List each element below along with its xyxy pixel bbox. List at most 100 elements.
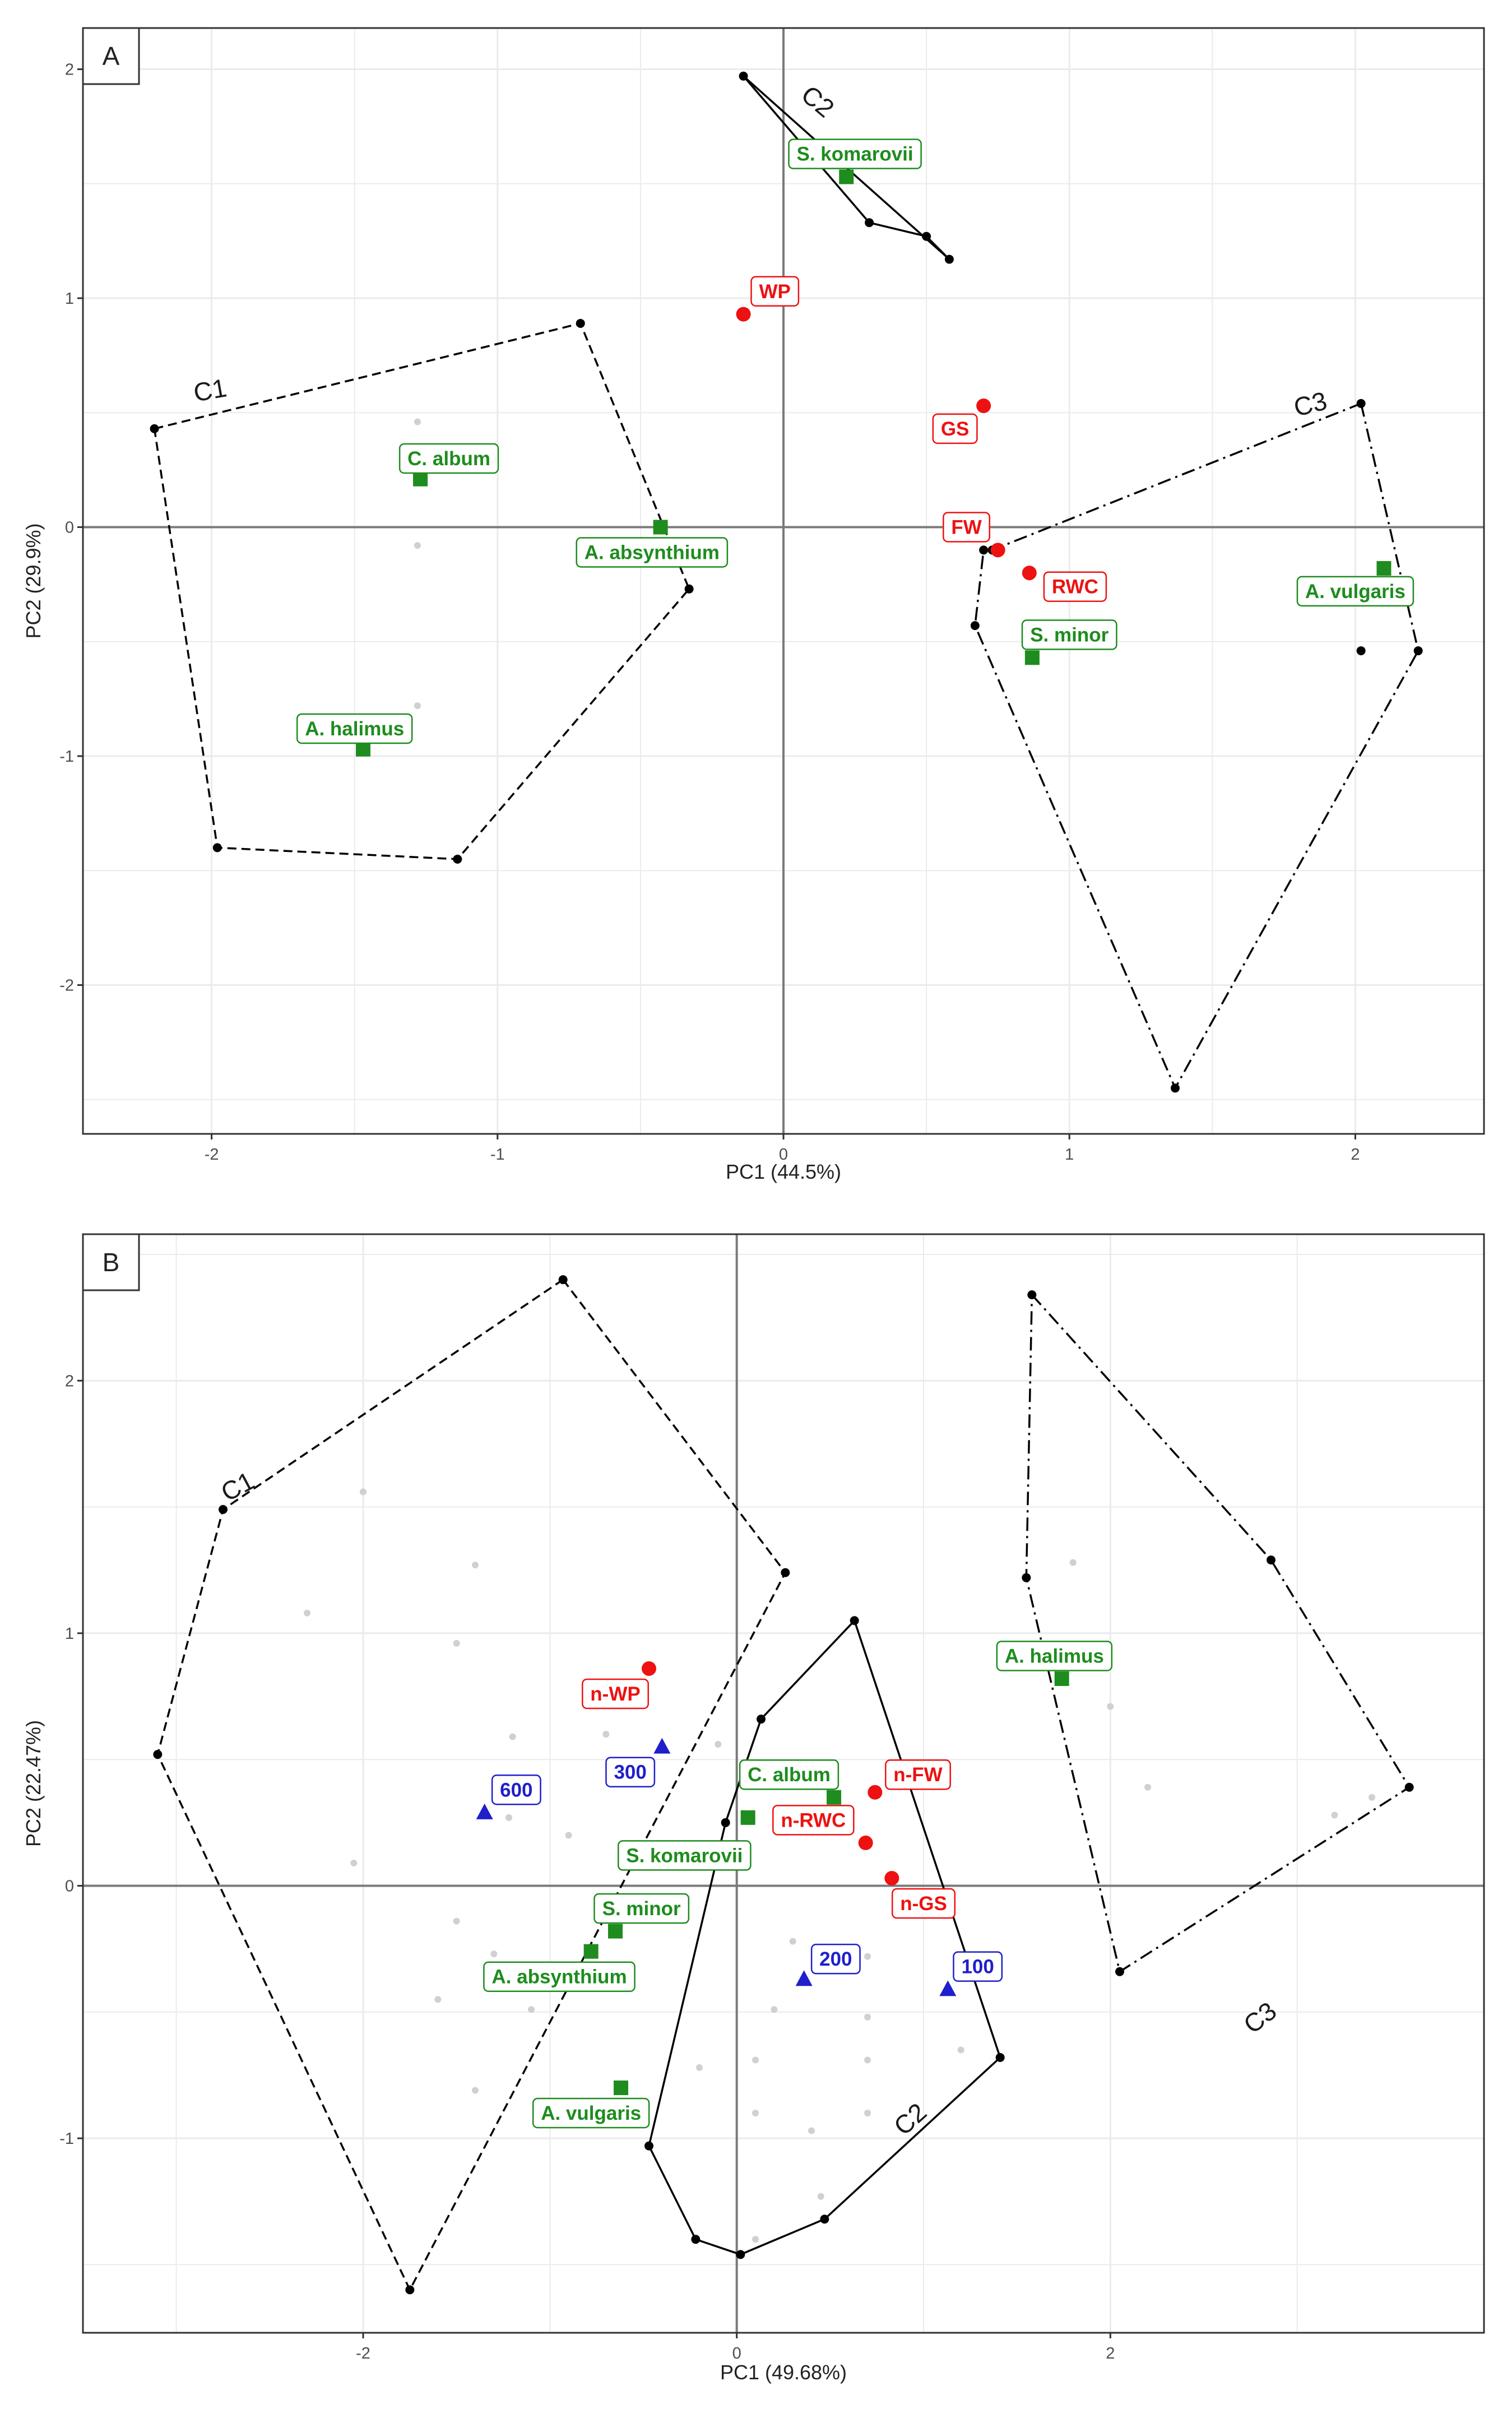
cluster-hull-c1 <box>156 1278 787 2292</box>
faint-sample-point <box>509 1733 516 1740</box>
trait-point <box>1022 566 1037 581</box>
species-point <box>583 1944 599 1959</box>
faint-sample-point <box>453 1639 460 1647</box>
trait-point <box>642 1661 656 1676</box>
trait-label-text: n-WP <box>590 1683 640 1705</box>
density-label-box <box>953 1951 1003 1982</box>
species-point <box>614 2080 628 2095</box>
faint-sample-point <box>1369 1794 1375 1801</box>
faint-sample-point <box>864 2013 871 2021</box>
faint-sample-point <box>360 1488 367 1495</box>
panel-tag-label: B <box>103 1248 120 1277</box>
trait-label-box <box>885 1759 951 1790</box>
y-tick-label: 0 <box>65 519 74 537</box>
species-point <box>653 520 668 535</box>
species-label: S. komarovii <box>788 138 922 169</box>
faint-sample-point <box>1107 1703 1114 1710</box>
trait-label-text: n-RWC <box>781 1809 846 1831</box>
cluster-vertex-point <box>995 2053 1005 2062</box>
trait-label: FW <box>943 512 990 543</box>
faint-sample-point <box>1331 1812 1338 1819</box>
cluster-vertex-point <box>150 424 159 433</box>
species-label-text: S. minor <box>602 1898 681 1920</box>
trait-point <box>736 307 751 322</box>
cluster-vertex-point <box>865 218 874 228</box>
cluster-vertex-point <box>850 1616 859 1625</box>
species-label-box <box>618 1840 752 1871</box>
trait-label: RWC <box>1043 571 1107 602</box>
trait-label-text: FW <box>951 517 981 539</box>
trait-label-box <box>943 512 990 543</box>
density-label-text: 600 <box>500 1779 532 1801</box>
x-tick-label: -2 <box>356 2345 370 2362</box>
cluster-vertex-point <box>820 2215 829 2224</box>
density-point <box>795 1970 813 1986</box>
pca-panel-a: -2 -1 0 1 2 -2 -1 0 1 2 PC1 (44.5%) PC2 (29.9%) A C1 C… <box>22 27 1485 1183</box>
faint-sample-point <box>414 702 421 710</box>
cluster-vertex-point <box>558 1275 568 1285</box>
x-tick-label: 0 <box>779 1146 788 1164</box>
faint-sample-point <box>715 1741 722 1748</box>
density-label-box <box>491 1775 541 1805</box>
species-label-text: A. vulgaris <box>1305 581 1406 603</box>
density-label-text: 300 <box>614 1762 646 1783</box>
trait-label-box <box>582 1678 649 1710</box>
cluster-vertex-point <box>644 2141 653 2151</box>
cluster-vertex-point <box>684 584 694 594</box>
cluster-vertex-point <box>922 231 931 241</box>
species-label-box <box>1021 619 1117 650</box>
cluster-vertex-point <box>979 545 989 555</box>
cluster-vertex-point <box>721 1818 730 1827</box>
cluster-vertex-point <box>1404 1782 1414 1792</box>
cluster-vertex-point <box>219 1505 228 1514</box>
species-point <box>413 471 428 487</box>
cluster-vertex-point <box>739 71 748 81</box>
y-tick-label: -1 <box>59 2130 74 2148</box>
density-label: 100 <box>953 1951 1003 1982</box>
trait-label-text: n-FW <box>893 1764 942 1786</box>
cluster-vertex-point <box>691 2235 701 2244</box>
density-point <box>476 1803 493 1819</box>
species-point <box>608 1924 623 1939</box>
trait-point <box>884 1870 899 1885</box>
species-label-text: S. komarovii <box>626 1845 743 1866</box>
species-label: C. album <box>398 443 499 474</box>
cluster-vertex-point <box>212 843 222 853</box>
species-label-box <box>739 1759 840 1790</box>
faint-sample-point <box>414 542 421 549</box>
cluster-vertex-point <box>944 254 954 264</box>
density-label: 300 <box>605 1757 656 1787</box>
y-tick-label: 2 <box>65 1372 74 1390</box>
trait-label-box <box>750 276 800 307</box>
species-label-text: A. absynthium <box>491 1966 627 1988</box>
species-point <box>827 1790 841 1805</box>
cluster-vertex-point <box>736 2250 745 2259</box>
trait-point <box>858 1835 873 1850</box>
faint-sample-point <box>864 2110 871 2116</box>
cluster-vertex-point <box>1413 646 1423 656</box>
x-axis-title: PC1 (49.68%) <box>720 2361 847 2384</box>
species-label: A. absynthium <box>483 1961 636 1992</box>
x-axis-title: PC1 (44.5%) <box>726 1160 841 1183</box>
faint-sample-point <box>472 1562 479 1569</box>
density-label: 200 <box>810 1943 861 1975</box>
density-point <box>653 1738 671 1754</box>
cluster-vertex-point <box>757 1715 766 1724</box>
x-tick-label: 2 <box>1106 2345 1115 2362</box>
species-label-text: A. halimus <box>1005 1645 1104 1667</box>
species-label: A. vulgaris <box>1296 576 1414 607</box>
faint-sample-point <box>752 2110 759 2116</box>
faint-sample-point <box>808 2127 815 2134</box>
cluster-label-c2: C2 <box>796 80 840 123</box>
cluster-vertex-point <box>1267 1555 1276 1565</box>
species-label-text: A. halimus <box>305 718 404 740</box>
trait-label-text: n-GS <box>900 1893 947 1915</box>
trait-label: WP <box>750 276 800 307</box>
density-label-text: 100 <box>961 1956 994 1978</box>
trait-label: n-RWC <box>772 1805 855 1836</box>
cluster-hull-c2 <box>648 1619 1001 2256</box>
cluster-vertex-point <box>781 1568 790 1577</box>
species-label-box <box>788 138 922 169</box>
panel-tag-box <box>82 27 140 85</box>
